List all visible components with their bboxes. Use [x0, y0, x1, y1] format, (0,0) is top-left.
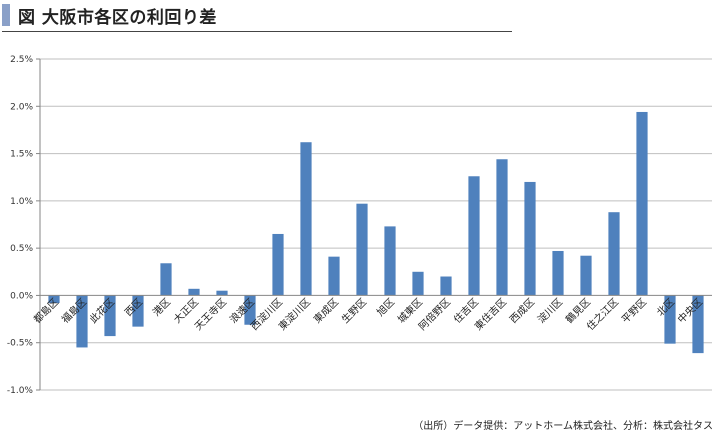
bar-chart: -1.0%-0.5%0.0%0.5%1.0%1.5%2.0%2.5% 都島区 福島… [7, 55, 712, 396]
source-note: （出所）データ提供：アットホーム株式会社、分析：株式会社タス [413, 421, 713, 432]
x-tick-label: 生野区 [339, 295, 369, 325]
bar [496, 159, 508, 296]
y-tick-label: 0.5% [10, 244, 33, 254]
x-tick-label: 東成区 [311, 295, 341, 325]
y-tick-label: -1.0% [7, 386, 34, 396]
bar [76, 295, 88, 348]
x-tick-label: 旭区 [374, 296, 397, 319]
bar [524, 181, 536, 296]
y-tick-label: 1.5% [10, 150, 33, 160]
y-tick-label: 0.0% [10, 291, 33, 301]
bar [328, 256, 340, 296]
x-tick-label: 港区 [150, 296, 173, 319]
bar [384, 226, 396, 296]
title-accent-bar [2, 4, 10, 26]
y-tick-labels: -1.0% -0.5% 0.0% 0.5% 1.0% 1.5% 2.0% 2.5% [7, 55, 34, 396]
bar [104, 295, 116, 337]
bar [48, 295, 60, 303]
bar [440, 276, 452, 296]
bar [160, 263, 172, 296]
bar [272, 233, 284, 296]
bar [608, 212, 620, 296]
y-tick-label: 2.0% [10, 102, 33, 112]
bar [216, 290, 228, 296]
title-underline [2, 31, 512, 32]
y-tick-label: 2.5% [10, 55, 33, 65]
bar [244, 295, 256, 325]
x-tick-label: 平野区 [619, 296, 649, 326]
bar [188, 288, 200, 296]
bar [300, 142, 312, 296]
bar [468, 176, 480, 296]
bar [580, 255, 592, 296]
gridlines [40, 58, 712, 391]
x-tick-label: 西成区 [507, 296, 537, 326]
y-tick-label: 1.0% [10, 197, 33, 207]
x-tick-label: 淀川区 [535, 295, 565, 325]
y-tick-label: -0.5% [7, 339, 34, 349]
bar [412, 271, 424, 296]
axes [36, 58, 712, 391]
bar [132, 295, 144, 327]
page-title: 図 大阪市各区の利回り差 [18, 8, 217, 28]
bar [636, 111, 648, 296]
bar [356, 203, 368, 296]
bar [664, 295, 676, 344]
bar [692, 295, 704, 354]
x-tick-labels: 都島区 福島区 此花区 西区 港区 大正区天王寺区 浪速区西淀川区東淀川区 東成区 生野区 旭区城… [31, 295, 705, 332]
bars [48, 111, 704, 354]
bar [552, 250, 564, 296]
